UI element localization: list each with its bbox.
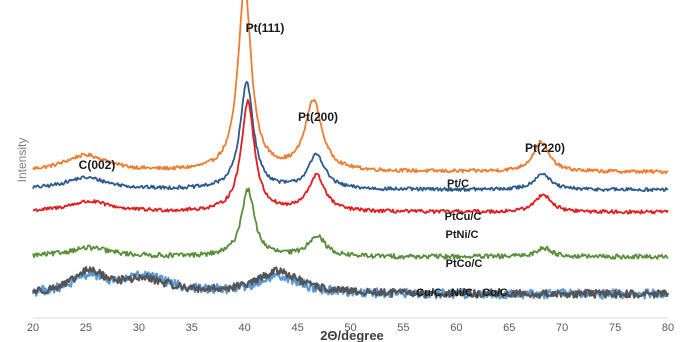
x-tick-label: 45 (291, 322, 303, 334)
x-tick-label: 50 (344, 322, 356, 334)
series-label-ptni-c: PtNi/C (446, 229, 479, 241)
peak-label-c002: C(002) (79, 158, 116, 172)
x-tick-labels: 20 25 30 35 40 45 50 55 60 65 70 75 80 (27, 322, 674, 334)
series-label-metal-c: Cu/C , Ni/C , Co/C (416, 287, 508, 299)
peak-label-pt220: Pt(220) (525, 141, 565, 155)
series-line-ptco-c (32, 187, 669, 260)
x-tick-label: 75 (609, 322, 621, 334)
series-label-ptcu-c: PtCu/C (445, 211, 482, 223)
y-axis-title: Intensity (15, 138, 29, 183)
series-line-ptni-c (32, 99, 669, 215)
x-tick-label: 60 (450, 322, 462, 334)
x-tick-label: 70 (556, 322, 568, 334)
x-tick-label: 20 (27, 322, 39, 334)
x-axis-title: 2Θ/degree (320, 328, 384, 342)
x-tick-label: 55 (397, 322, 409, 334)
x-tick-label: 30 (133, 322, 145, 334)
series-line-ptcu-c (32, 80, 669, 193)
peak-label-pt200: Pt(200) (298, 110, 338, 124)
series-label-pt-c: Pt/C (447, 178, 469, 190)
x-tick-label: 25 (80, 322, 92, 334)
x-tick-label: 40 (239, 322, 251, 334)
series-line-pt-c (32, 0, 669, 175)
series-line-co-c (31, 266, 670, 299)
x-tick-label: 35 (186, 322, 198, 334)
peak-label-pt111: Pt(111) (246, 21, 285, 35)
series-layer (31, 0, 670, 300)
series-label-ptco-c: PtCo/C (446, 258, 483, 270)
x-tick-label: 65 (503, 322, 515, 334)
x-tick-label: 80 (662, 322, 674, 334)
